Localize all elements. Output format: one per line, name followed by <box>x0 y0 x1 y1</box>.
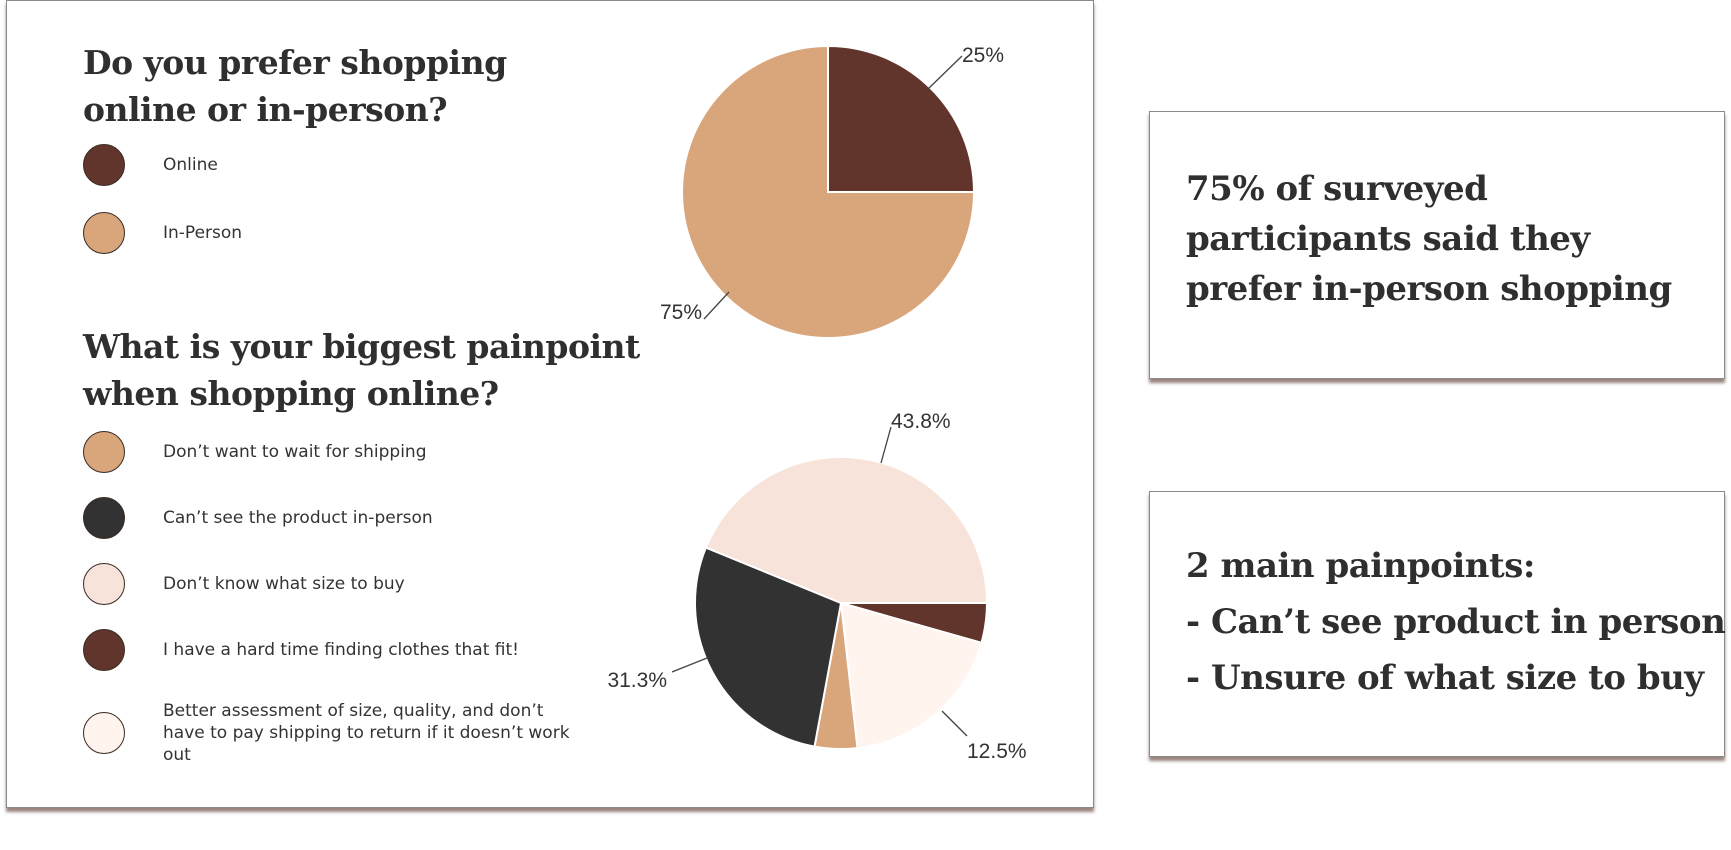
takeaway-painpoint-1: - Can’t see product in person <box>1186 602 1726 642</box>
pie1-leader-online <box>927 55 963 90</box>
legend-swatch-cant-see-product <box>83 497 125 539</box>
legend-swatch-in-person <box>83 212 125 254</box>
legend-label-hard-to-fit: I have a hard time finding clothes that … <box>163 640 519 660</box>
legend-label-online: Online <box>163 155 218 175</box>
takeaway-preference-text: 75% of surveyed participants said they p… <box>1186 164 1672 314</box>
question2-line2: when shopping online? <box>83 374 499 413</box>
pie1-slice-in-person <box>681 44 976 339</box>
legend-swatch-shipping-wait <box>83 431 125 473</box>
legend-swatch-size-unknown <box>83 563 125 605</box>
pie2-label-don-t-know-what-size-to-buy: 43.8% <box>891 410 951 433</box>
pie2-label-can-t-see-the-product-in-person: 31.3% <box>607 669 667 692</box>
pie-chart-painpoints: 12.5% 31.3% 43.8% <box>607 410 1027 763</box>
question2-line1: What is your biggest painpoint <box>83 327 640 366</box>
legend-label-size-unknown: Don’t know what size to buy <box>163 574 405 594</box>
takeaway-preference-line3: prefer in-person shopping <box>1186 269 1672 309</box>
pie-chart-shopping-preference: 25% 75% <box>660 44 1004 339</box>
pie2-slice-better-assessment-of-size-quality-and-do <box>839 601 983 750</box>
question1-line2: online or in-person? <box>83 90 448 129</box>
takeaway-painpoints-heading: 2 main painpoints: <box>1186 546 1535 586</box>
pie1-label-online: 25% <box>962 44 1004 67</box>
pie2-slice-don-t-know-what-size-to-buy <box>704 456 989 604</box>
pie2-slice-can-t-see-the-product-in-person <box>694 546 843 748</box>
question1-line1: Do you prefer shopping <box>83 43 507 82</box>
question2-heading: What is your biggest painpoint when shop… <box>83 323 640 417</box>
legend-swatch-better-assessment <box>83 712 125 754</box>
takeaway-painpoints-text: 2 main painpoints: - Can’t see product i… <box>1186 538 1726 706</box>
legend-label-shipping-wait: Don’t want to wait for shipping <box>163 442 427 462</box>
legend-label-in-person: In-Person <box>163 223 243 243</box>
takeaway-painpoint-2: - Unsure of what size to buy <box>1186 658 1704 698</box>
pie1-label-in-person: 75% <box>660 301 702 324</box>
legend-swatch-hard-to-fit <box>83 629 125 671</box>
survey-results-card: Do you prefer shopping online or in-pers… <box>6 0 1094 808</box>
legend-swatch-online <box>83 144 125 186</box>
legend-label-cant-see-product: Can’t see the product in-person <box>163 508 433 528</box>
pie2-leader-can-t-see-the-product-in-person <box>671 657 708 673</box>
takeaway-preference-line2: participants said they <box>1186 219 1590 259</box>
pie1-leader-in-person <box>703 291 730 320</box>
pie2-leader-don-t-know-what-size-to-buy <box>880 426 892 464</box>
pie2-leader-better-assessment-of-size-quality-and-do <box>941 710 968 737</box>
pie1-slice-online <box>827 44 976 193</box>
pie2-label-better-assessment-of-size-quality-and-do: 12.5% <box>967 740 1027 763</box>
question1-heading: Do you prefer shopping online or in-pers… <box>83 39 507 133</box>
takeaway-card-preference: 75% of surveyed participants said they p… <box>1149 111 1725 379</box>
takeaway-card-painpoints: 2 main painpoints: - Can’t see product i… <box>1149 491 1726 757</box>
takeaway-preference-line1: 75% of surveyed <box>1186 169 1488 209</box>
